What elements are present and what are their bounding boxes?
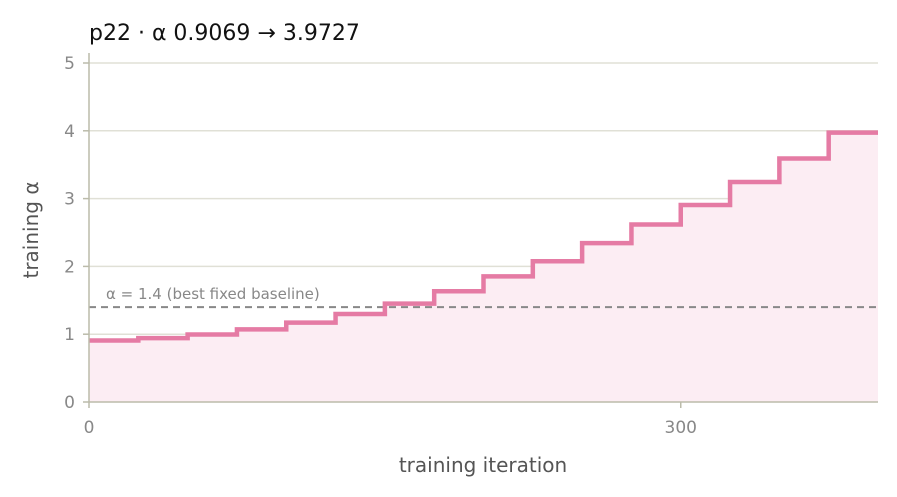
area-layer (89, 132, 878, 402)
y-tick-label: 0 (64, 393, 75, 413)
y-tick-label: 1 (64, 325, 75, 345)
series-line (89, 130, 878, 343)
tick-labels: 0 1 2 3 4 5 0 300 (64, 54, 697, 438)
y-axis-label: training α (19, 181, 43, 278)
y-tick-label: 4 (64, 122, 75, 142)
y-tick-label: 3 (64, 190, 75, 210)
chart-title: p22 · α 0.9069 → 3.9727 (89, 21, 360, 46)
baseline-layer: α = 1.4 (best fixed baseline) (89, 285, 878, 309)
y-tick-label: 2 (64, 257, 75, 277)
line-layer (89, 130, 878, 343)
baseline-label: α = 1.4 (best fixed baseline) (106, 285, 320, 303)
x-axis-label: training iteration (399, 453, 567, 477)
y-tick-label: 5 (64, 54, 75, 74)
x-tick-label: 0 (84, 418, 95, 438)
area-fill (89, 132, 878, 402)
axes (88, 53, 878, 403)
x-tick-label: 300 (665, 418, 697, 438)
